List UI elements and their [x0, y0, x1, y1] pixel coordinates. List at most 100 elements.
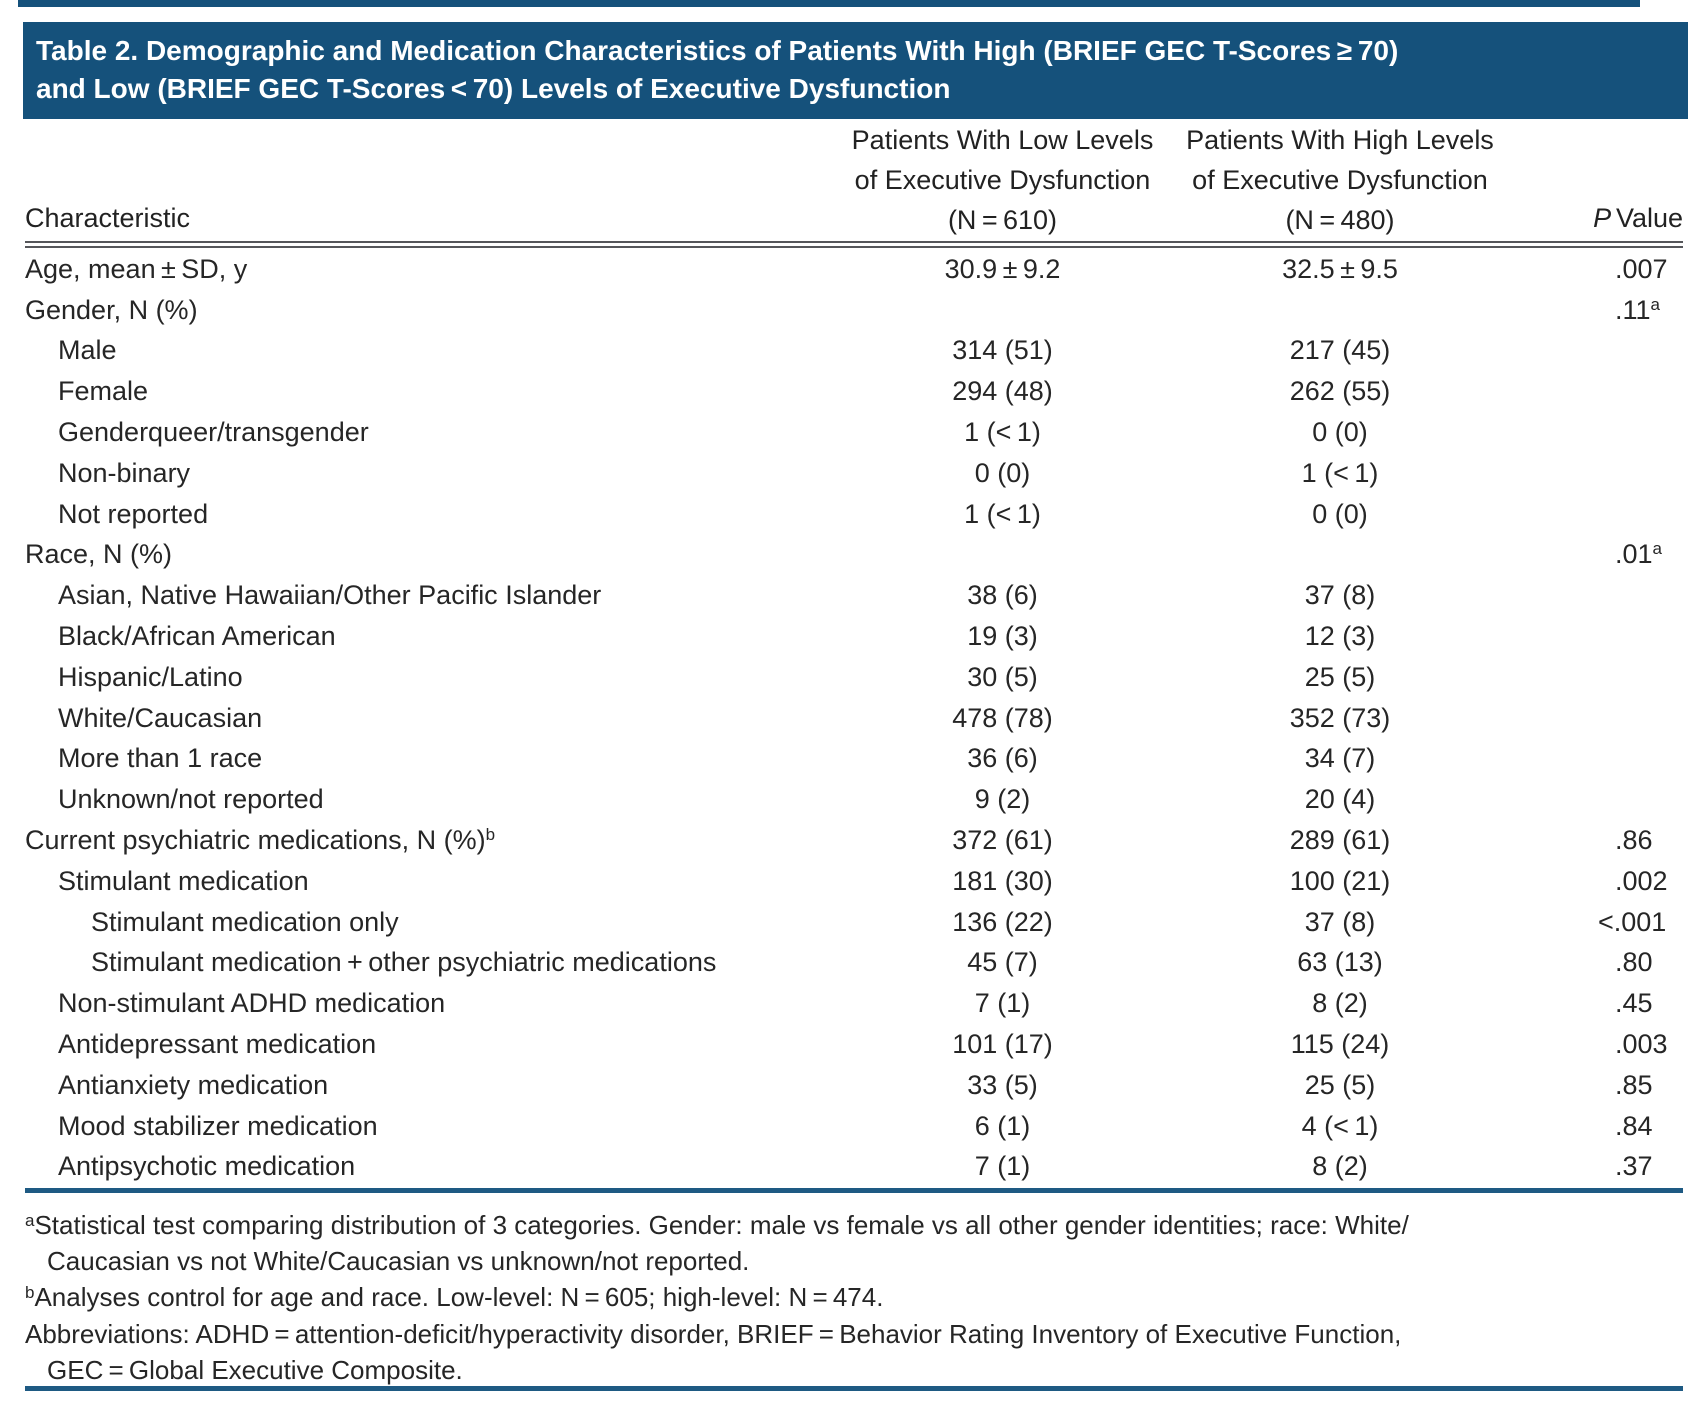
row-characteristic-cell: Non-binary [25, 458, 830, 489]
p-value-label-rest: Value [1615, 203, 1683, 233]
row-characteristic-text: Male [58, 335, 117, 366]
row-low-value-cell: 314 (51) [952, 335, 1053, 366]
row-characteristic-text: Non-binary [58, 457, 191, 488]
row-p-value-text: .80 [1615, 947, 1653, 978]
row-characteristic-cell: Non-stimulant ADHD medication [25, 988, 830, 1019]
table-body: Age, mean ± SD, y 30.9 ± 9.2 32.5 ± 9.5 … [25, 249, 1683, 1187]
row-p-value-cell: .002 [1505, 866, 1683, 897]
row-high-value-cell: 4 (< 1) [1301, 1110, 1379, 1141]
row-characteristic-text: Asian, Native Hawaiian/Other Pacific Isl… [58, 580, 602, 611]
row-characteristic-cell: Asian, Native Hawaiian/Other Pacific Isl… [25, 580, 830, 611]
row-low-value-cell: 38 (6) [967, 580, 1038, 611]
footnote-text: Abbreviations: ADHD = attention-deficit/… [25, 1318, 1402, 1349]
row-low-value-cell: 372 (61) [952, 825, 1053, 856]
row-p-footnote-marker: a [1652, 539, 1663, 559]
row-low-value-cell: 101 (17) [952, 1029, 1053, 1060]
row-p-value-text: .86 [1615, 825, 1653, 856]
table-bottom-rule [25, 1188, 1683, 1193]
row-characteristic-cell: White/Caucasian [25, 703, 830, 734]
row-characteristic-text: Female [58, 376, 149, 407]
row-characteristic-text: Stimulant medication [58, 865, 309, 896]
table-row: Mood stabilizer medication 6 (1) 4 (< 1)… [25, 1106, 1683, 1147]
table-row: Non-binary 0 (0) 1 (< 1) [25, 453, 1683, 494]
header-separator-rule [25, 241, 1683, 248]
row-characteristic-cell: Current psychiatric medications, N (%)b [25, 825, 830, 856]
table-row: Stimulant medication only 136 (22) 37 (8… [25, 902, 1683, 943]
row-high-value-cell: 37 (8) [1304, 906, 1376, 937]
row-low-value-cell: 33 (5) [967, 1069, 1038, 1100]
row-p-value-cell: <.001 [1505, 907, 1683, 938]
table-row: Female 294 (48) 262 (55) [25, 371, 1683, 412]
column-header-characteristic: Characteristic [25, 203, 191, 233]
table-row: Current psychiatric medications, N (%)b … [25, 820, 1683, 861]
row-low-value-cell: 7 (1) [974, 1151, 1031, 1182]
row-p-value-text: .003 [1615, 1029, 1668, 1060]
row-characteristic-text: Black/African American [58, 621, 336, 652]
row-high-value-cell: 32.5 ± 9.5 [1282, 253, 1398, 284]
row-characteristic-cell: Race, N (%) [25, 539, 830, 570]
row-p-value-cell: .86 [1505, 825, 1683, 856]
row-p-value-text: .45 [1615, 988, 1653, 1019]
footnote-line: aStatistical test comparing distribution… [25, 1207, 1683, 1243]
row-low-value-cell: 294 (48) [952, 376, 1053, 407]
row-characteristic-cell: Hispanic/Latino [25, 662, 830, 693]
footnote-line: bAnalyses control for age and race. Low-… [25, 1279, 1683, 1315]
row-high-value-cell: 12 (3) [1304, 621, 1376, 652]
row-p-value-text: .01 [1615, 539, 1653, 570]
footnote-line: Abbreviations: ADHD = attention-deficit/… [25, 1316, 1683, 1352]
row-characteristic-cell: Age, mean ± SD, y [25, 254, 830, 285]
table-row: Unknown/not reported 9 (2) 20 (4) [25, 779, 1683, 820]
footnote-text: GEC = Global Executive Composite. [47, 1354, 463, 1385]
column-header-low-line-3: (N = 610) [947, 205, 1058, 235]
row-characteristic-text: Not reported [58, 498, 209, 529]
footnote-marker: a [25, 1211, 35, 1230]
row-characteristic-cell: Stimulant medication + other psychiatric… [25, 947, 830, 978]
column-header-high-line-1: Patients With High Levels [1186, 125, 1494, 155]
row-characteristic-cell: Antipsychotic medication [25, 1151, 830, 1182]
row-p-value-cell: .80 [1505, 947, 1683, 978]
column-header-high-line-3: (N = 480) [1285, 205, 1395, 235]
footnote-text: Analyses control for age and race. Low-l… [34, 1282, 884, 1313]
table-row: Stimulant medication + other psychiatric… [25, 943, 1683, 984]
row-p-value-cell: .11a [1505, 295, 1683, 326]
row-p-value-text: .85 [1615, 1069, 1653, 1100]
table-row: Antipsychotic medication 7 (1) 8 (2) .37 [25, 1147, 1683, 1188]
row-low-value-cell: 30 (5) [967, 661, 1038, 692]
row-p-value-cell: .007 [1505, 254, 1683, 285]
row-characteristic-text: Stimulant medication + other psychiatric… [91, 947, 717, 978]
footnote-marker: b [25, 1283, 35, 1303]
row-low-value-cell: 36 (6) [967, 743, 1038, 774]
row-high-value-cell: 115 (24) [1290, 1029, 1390, 1060]
row-p-value-text: .37 [1615, 1151, 1653, 1182]
table-row: Genderqueer/transgender 1 (< 1) 0 (0) [25, 412, 1683, 453]
row-high-value-cell: 63 (13) [1297, 947, 1383, 978]
row-low-value-cell: 478 (78) [952, 702, 1053, 733]
table-row: Male 314 (51) 217 (45) [25, 331, 1683, 372]
row-low-value-cell: 19 (3) [967, 621, 1038, 652]
footnote-line: GEC = Global Executive Composite. [25, 1352, 1683, 1388]
row-footnote-marker: b [485, 825, 496, 845]
row-p-value-cell: .85 [1505, 1070, 1683, 1101]
row-high-value-cell: 8 (2) [1312, 988, 1368, 1019]
row-low-value-cell: 1 (< 1) [964, 417, 1041, 448]
row-characteristic-cell: Stimulant medication only [25, 907, 830, 938]
row-high-value-cell: 289 (61) [1289, 825, 1391, 856]
column-header-low-line-1: Patients With Low Levels [851, 125, 1154, 155]
page-bottom-rule [25, 1386, 1683, 1391]
footnote-line: Caucasian vs not White/Caucasian vs unkn… [25, 1243, 1683, 1279]
table-title-line-2: and Low (BRIEF GEC T-Scores < 70) Levels… [36, 73, 951, 104]
row-p-footnote-marker: a [1650, 294, 1660, 314]
table-row: Antidepressant medication 101 (17) 115 (… [25, 1024, 1683, 1065]
row-low-value-cell: 181 (30) [952, 865, 1053, 896]
column-header-row: Characteristic Patients With Low Levels … [25, 122, 1683, 240]
row-high-value-cell: 37 (8) [1304, 580, 1376, 611]
row-high-value-cell: 1 (< 1) [1301, 457, 1379, 488]
row-high-value-cell: 0 (0) [1312, 417, 1368, 448]
row-characteristic-cell: Antidepressant medication [25, 1029, 830, 1060]
table-row: Asian, Native Hawaiian/Other Pacific Isl… [25, 575, 1683, 616]
table-row: Age, mean ± SD, y 30.9 ± 9.2 32.5 ± 9.5 … [25, 249, 1683, 290]
table-title-line-1: Table 2. Demographic and Medication Char… [36, 35, 1399, 66]
footnotes-block: aStatistical test comparing distribution… [25, 1207, 1683, 1388]
row-high-value-cell: 25 (5) [1304, 1069, 1376, 1100]
